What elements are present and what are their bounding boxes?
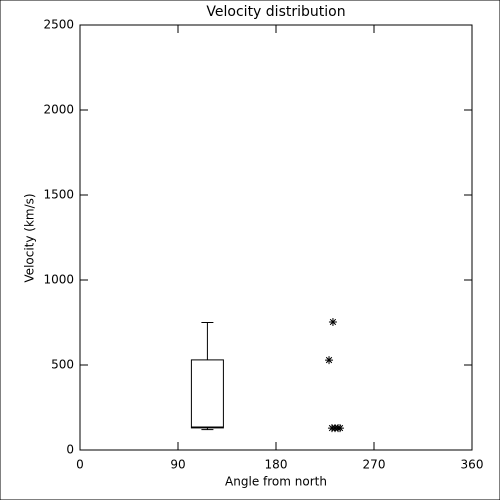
y-tick-label: 1500 <box>43 188 74 202</box>
x-tick-label: 90 <box>170 458 185 472</box>
asterisk-point <box>328 317 337 326</box>
y-tick-label: 500 <box>51 358 74 372</box>
y-axis-label: Velocity (km/s) <box>23 193 37 282</box>
y-tick-label: 0 <box>66 443 74 457</box>
y-tick-label: 2000 <box>43 103 74 117</box>
x-tick-label: 360 <box>461 458 484 472</box>
x-tick-label: 0 <box>76 458 84 472</box>
asterisk-point <box>336 424 345 433</box>
x-axis-label: Angle from north <box>225 475 327 489</box>
y-tick-label: 2500 <box>43 18 74 32</box>
chart-title: Velocity distribution <box>206 4 345 20</box>
x-tick-label: 180 <box>265 458 288 472</box>
x-tick-label: 270 <box>363 458 386 472</box>
asterisk-point <box>325 356 334 365</box>
box <box>190 359 224 429</box>
y-tick-label: 1000 <box>43 273 74 287</box>
